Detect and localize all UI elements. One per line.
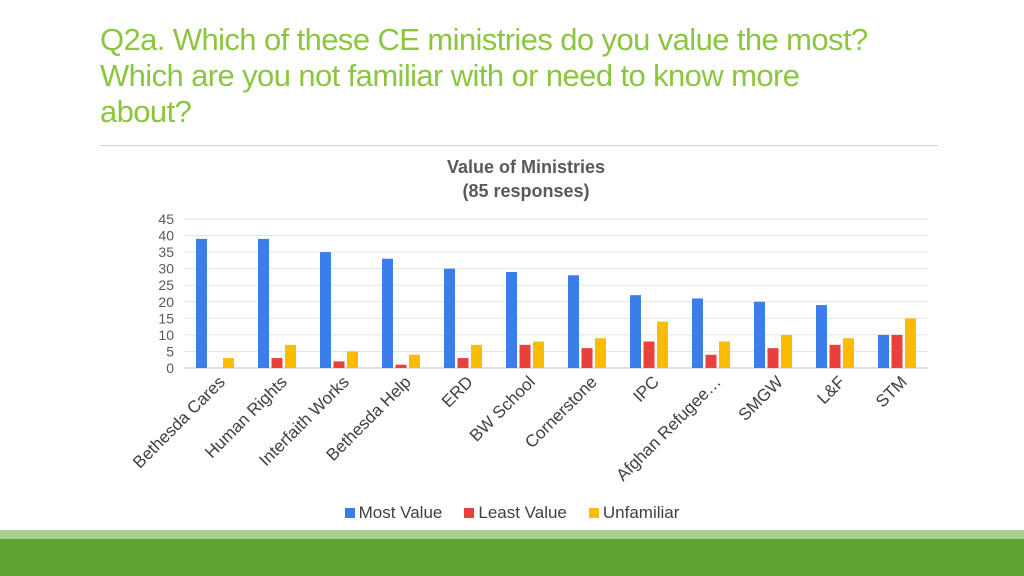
chart-title: Value of Ministries (85 responses)	[376, 155, 676, 203]
footer-band-dark	[0, 539, 1024, 576]
bar-unfamiliar	[409, 354, 420, 368]
slide-title: Q2a. Which of these CE ministries do you…	[100, 22, 960, 130]
y-tick-label: 5	[166, 343, 174, 359]
bar-unfamiliar	[719, 341, 730, 368]
y-tick-label: 30	[158, 261, 174, 277]
bar-least-value	[705, 354, 717, 368]
bar-most-value	[382, 258, 393, 368]
bar-least-value	[395, 364, 407, 368]
chart-subtitle: (85 responses)	[462, 181, 590, 201]
x-tick-label: SMGW	[735, 372, 787, 424]
bar-least-value	[333, 361, 345, 368]
x-tick-label: Afghan Refugee…	[612, 372, 724, 484]
title-line-3: about?	[100, 94, 192, 129]
bar-least-value	[643, 341, 655, 368]
y-tick-label: 15	[158, 310, 174, 326]
bar-most-value	[568, 275, 579, 368]
footer-band-light	[0, 530, 1024, 539]
legend-label-most-value: Most Value	[358, 503, 443, 522]
bar-unfamiliar	[347, 351, 358, 368]
bar-unfamiliar	[533, 341, 544, 368]
bar-least-value	[271, 358, 283, 368]
bar-most-value	[630, 295, 641, 368]
x-tick-label: IPC	[629, 372, 662, 405]
chart-title-main: Value of Ministries	[446, 157, 606, 177]
legend-swatch-unfamiliar	[588, 508, 599, 518]
bar-unfamiliar	[595, 338, 606, 368]
bar-most-value	[196, 238, 207, 368]
bar-most-value	[754, 301, 765, 368]
bar-unfamiliar	[657, 321, 668, 368]
bar-unfamiliar	[471, 344, 482, 368]
x-tick-label: STM	[872, 372, 911, 411]
bar-most-value	[258, 238, 269, 368]
bar-least-value	[457, 358, 469, 368]
bar-unfamiliar	[843, 338, 854, 368]
bar-least-value	[519, 344, 531, 368]
bar-unfamiliar	[223, 358, 234, 368]
x-tick-label: L&F	[813, 372, 848, 407]
y-tick-label: 10	[158, 327, 174, 343]
x-tick-label: ERD	[438, 372, 477, 411]
bar-most-value	[878, 334, 889, 368]
bar-most-value	[692, 298, 703, 368]
y-tick-label: 20	[158, 294, 174, 310]
bar-unfamiliar	[781, 334, 792, 368]
y-tick-label: 35	[158, 244, 174, 260]
bar-most-value	[816, 305, 827, 368]
title-line-2: Which are you not familiar with or need …	[100, 58, 800, 93]
title-line-1: Q2a. Which of these CE ministries do you…	[100, 22, 868, 57]
bar-most-value	[320, 252, 331, 368]
legend-item-least-value: Least Value	[464, 503, 567, 523]
legend-swatch-least-value	[464, 508, 475, 518]
y-tick-label: 45	[158, 211, 174, 227]
chart-legend: Most Value Least Value Unfamiliar	[0, 503, 1024, 523]
legend-item-most-value: Most Value	[344, 503, 443, 523]
legend-label-unfamiliar: Unfamiliar	[602, 503, 680, 522]
bar-most-value	[506, 271, 517, 368]
legend-swatch-most-value	[344, 508, 355, 518]
y-tick-label: 25	[158, 277, 174, 293]
bar-unfamiliar	[905, 318, 916, 368]
bar-least-value	[891, 334, 903, 368]
bar-least-value	[581, 348, 593, 368]
bar-most-value	[444, 268, 455, 368]
bar-least-value	[767, 348, 779, 368]
bar-least-value	[829, 344, 841, 368]
bar-unfamiliar	[285, 344, 296, 368]
title-divider	[100, 145, 938, 146]
y-tick-label: 40	[158, 228, 174, 244]
legend-label-least-value: Least Value	[478, 503, 567, 522]
legend-item-unfamiliar: Unfamiliar	[588, 503, 680, 523]
y-tick-label: 0	[166, 360, 174, 376]
